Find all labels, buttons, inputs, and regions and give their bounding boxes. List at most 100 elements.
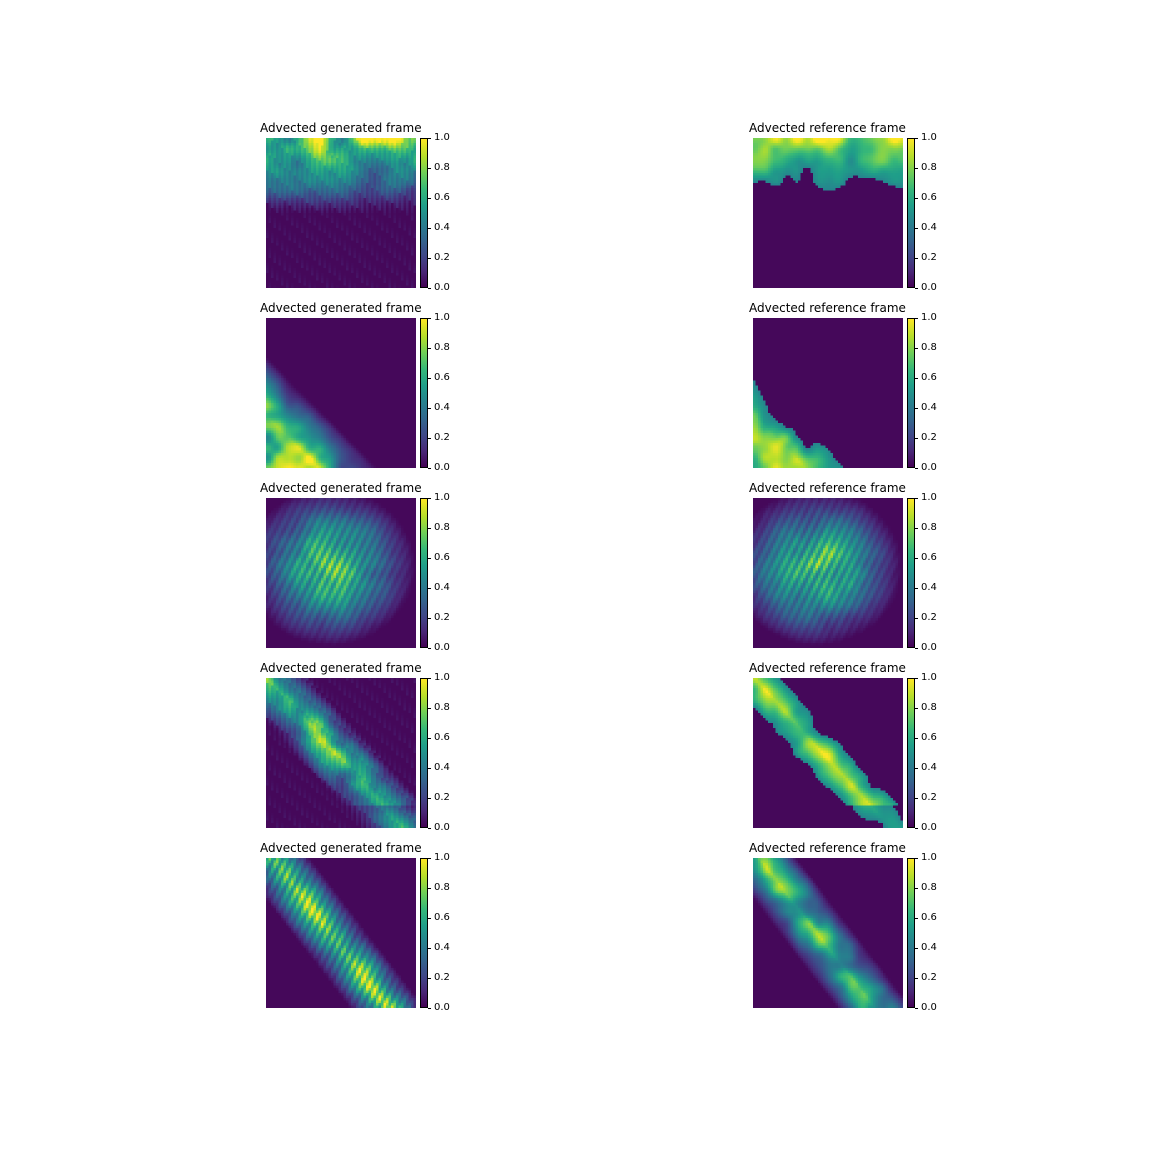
- colorbar-tick-mark: [915, 737, 918, 739]
- heatmap-image: [266, 858, 416, 1008]
- colorbar-tick-label: 0.6: [434, 732, 450, 743]
- colorbar-tick-mark: [915, 347, 918, 349]
- heatmap-image: [266, 498, 416, 648]
- colorbar-tick-mark: [428, 137, 431, 139]
- colorbar-tick-mark: [428, 1007, 431, 1009]
- heatmap-image: [266, 318, 416, 468]
- colorbar-tick-mark: [428, 437, 431, 439]
- colorbar-tick-mark: [915, 797, 918, 799]
- colorbar-tick-mark: [915, 977, 918, 979]
- colorbar-tick-label: 0.4: [434, 222, 450, 233]
- colorbar-tick-label: 0.0: [921, 822, 937, 833]
- colorbar-tick-mark: [915, 617, 918, 619]
- colorbar-tick-mark: [428, 347, 431, 349]
- panel-title: Advected generated frame: [260, 661, 422, 675]
- colorbar-tick-mark: [428, 647, 431, 649]
- colorbar-tick-mark: [915, 647, 918, 649]
- colorbar-tick-mark: [428, 977, 431, 979]
- colorbar-tick-label: 0.4: [921, 942, 937, 953]
- colorbar-tick-label: 0.6: [434, 552, 450, 563]
- colorbar-tick-mark: [428, 557, 431, 559]
- colorbar-tick-label: 0.6: [921, 192, 937, 203]
- colorbar-tick-label: 0.0: [921, 642, 937, 653]
- colorbar-tick-label: 0.4: [921, 402, 937, 413]
- colorbar-tick-mark: [915, 827, 918, 829]
- colorbar-tick-label: 0.2: [434, 612, 450, 623]
- panel-title: Advected generated frame: [260, 841, 422, 855]
- colorbar-tick-mark: [428, 767, 431, 769]
- colorbar-tick-mark: [915, 1007, 918, 1009]
- colorbar-tick-mark: [428, 167, 431, 169]
- colorbar-tick-label: 0.4: [434, 942, 450, 953]
- panel-title: Advected reference frame: [749, 301, 906, 315]
- heatmap-image: [753, 858, 903, 1008]
- heatmap-image: [753, 138, 903, 288]
- colorbar-tick-label: 0.2: [434, 792, 450, 803]
- colorbar-tick-label: 0.0: [434, 462, 450, 473]
- colorbar-tick-mark: [428, 287, 431, 289]
- colorbar-tick-mark: [428, 227, 431, 229]
- colorbar: [420, 858, 428, 1008]
- colorbar-tick-mark: [428, 917, 431, 919]
- colorbar-tick-mark: [915, 527, 918, 529]
- colorbar-tick-mark: [915, 497, 918, 499]
- colorbar-tick-mark: [428, 677, 431, 679]
- colorbar-tick-mark: [428, 257, 431, 259]
- colorbar-tick-mark: [428, 797, 431, 799]
- colorbar-tick-mark: [915, 407, 918, 409]
- colorbar-tick-label: 1.0: [434, 132, 450, 143]
- colorbar-tick-mark: [428, 497, 431, 499]
- colorbar-tick-label: 0.6: [434, 912, 450, 923]
- panel-title: Advected reference frame: [749, 121, 906, 135]
- panel-title: Advected generated frame: [260, 481, 422, 495]
- colorbar-tick-label: 0.2: [921, 792, 937, 803]
- colorbar-tick-label: 0.2: [921, 972, 937, 983]
- colorbar: [420, 138, 428, 288]
- colorbar-tick-mark: [915, 947, 918, 949]
- colorbar-tick-label: 1.0: [921, 132, 937, 143]
- panel-title: Advected generated frame: [260, 301, 422, 315]
- colorbar-tick-label: 0.6: [921, 732, 937, 743]
- colorbar-tick-label: 1.0: [921, 312, 937, 323]
- colorbar: [907, 498, 915, 648]
- colorbar-tick-label: 0.0: [434, 1002, 450, 1013]
- colorbar-tick-mark: [428, 617, 431, 619]
- colorbar-tick-label: 0.6: [434, 192, 450, 203]
- colorbar-tick-mark: [915, 707, 918, 709]
- colorbar: [907, 138, 915, 288]
- colorbar-tick-label: 1.0: [434, 492, 450, 503]
- colorbar: [907, 318, 915, 468]
- colorbar-tick-label: 0.4: [434, 582, 450, 593]
- colorbar-tick-label: 0.8: [434, 882, 450, 893]
- heatmap-image: [753, 498, 903, 648]
- colorbar-tick-mark: [915, 857, 918, 859]
- colorbar-tick-label: 0.8: [434, 342, 450, 353]
- colorbar-tick-label: 0.8: [921, 702, 937, 713]
- colorbar-tick-mark: [428, 737, 431, 739]
- colorbar-tick-mark: [915, 557, 918, 559]
- heatmap-image: [266, 678, 416, 828]
- colorbar-tick-mark: [915, 227, 918, 229]
- colorbar-tick-label: 0.2: [434, 432, 450, 443]
- panel-title: Advected reference frame: [749, 481, 906, 495]
- colorbar-tick-mark: [915, 377, 918, 379]
- colorbar-tick-label: 1.0: [921, 852, 937, 863]
- panel-title: Advected reference frame: [749, 661, 906, 675]
- colorbar-tick-mark: [915, 587, 918, 589]
- colorbar-tick-label: 0.0: [434, 282, 450, 293]
- colorbar: [907, 858, 915, 1008]
- colorbar-tick-label: 0.0: [434, 642, 450, 653]
- colorbar-tick-mark: [428, 467, 431, 469]
- colorbar-tick-label: 0.6: [921, 912, 937, 923]
- colorbar-tick-label: 0.8: [434, 702, 450, 713]
- colorbar-tick-mark: [915, 317, 918, 319]
- colorbar-tick-label: 0.2: [921, 432, 937, 443]
- colorbar-tick-mark: [915, 887, 918, 889]
- colorbar-tick-mark: [915, 677, 918, 679]
- colorbar-tick-mark: [428, 197, 431, 199]
- colorbar-tick-mark: [915, 257, 918, 259]
- panel-title: Advected reference frame: [749, 841, 906, 855]
- colorbar-tick-label: 0.6: [921, 372, 937, 383]
- colorbar-tick-mark: [915, 287, 918, 289]
- colorbar-tick-label: 0.8: [921, 342, 937, 353]
